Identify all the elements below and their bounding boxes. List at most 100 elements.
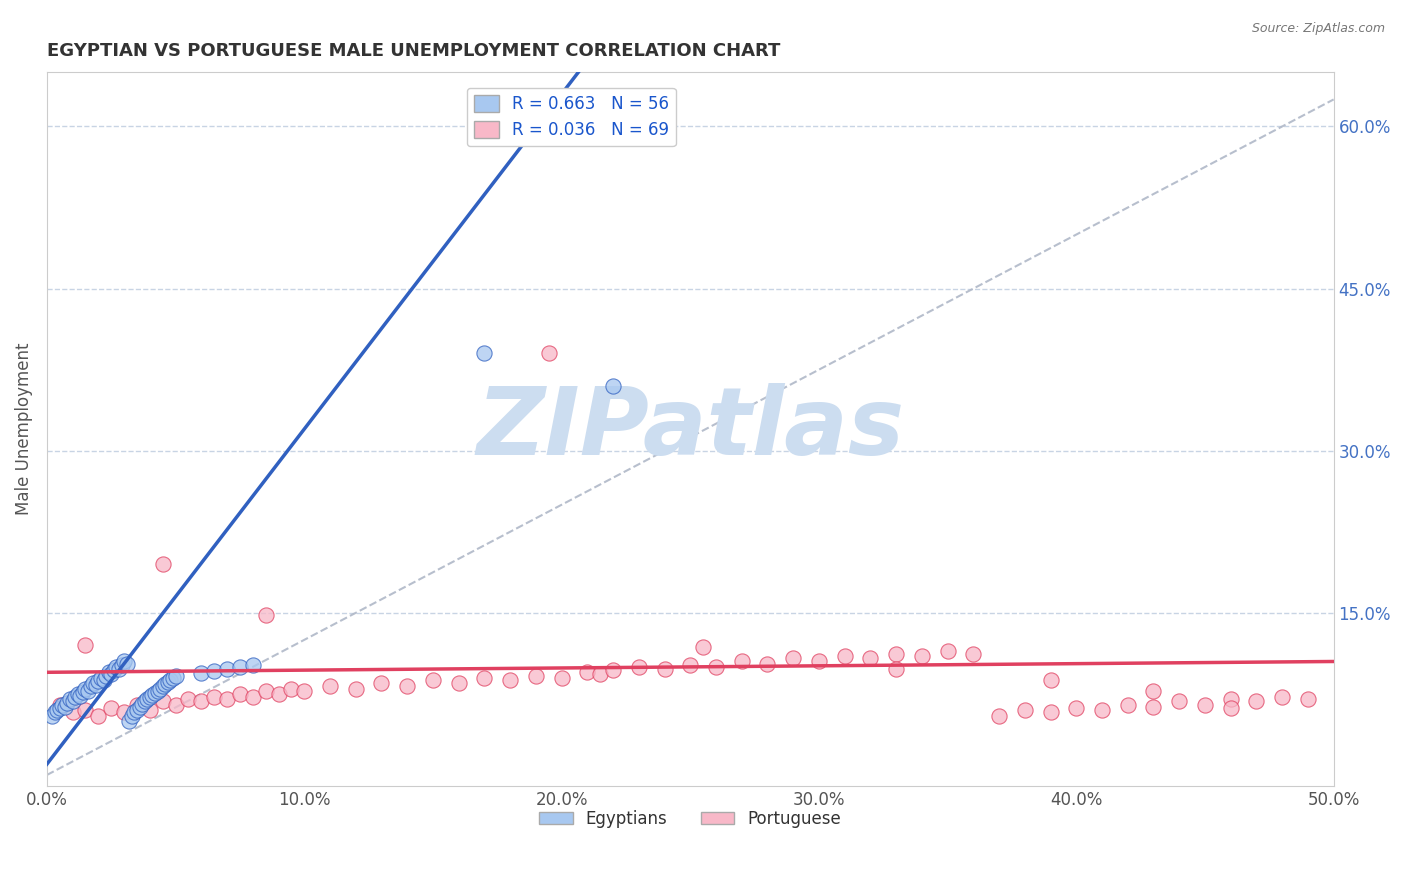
Point (110, 657, 132, 672)
Point (589, 667, 612, 681)
Point (602, 379, 624, 393)
Point (159, 673, 181, 687)
Point (100, 701, 122, 715)
Point (229, 687, 252, 701)
Point (884, 647, 907, 661)
Point (56, 696, 79, 710)
Point (87, 673, 110, 688)
Point (152, 558, 174, 572)
Point (988, 708, 1011, 723)
Point (576, 665, 599, 680)
Point (177, 692, 200, 706)
Point (125, 703, 148, 717)
Point (1219, 692, 1241, 706)
Point (202, 664, 225, 678)
Point (280, 681, 302, 696)
Point (254, 607, 277, 622)
Point (162, 671, 184, 685)
Point (679, 657, 702, 672)
Point (62, 694, 84, 708)
Point (602, 663, 624, 677)
Point (63, 690, 86, 705)
Point (100, 667, 122, 681)
Point (242, 657, 264, 672)
Point (94, 668, 117, 682)
Point (782, 651, 804, 665)
Point (1296, 692, 1319, 706)
Point (190, 694, 212, 708)
Point (1246, 694, 1268, 708)
Point (90, 671, 112, 685)
Point (152, 679, 174, 693)
Point (46, 703, 69, 717)
Point (75, 703, 97, 717)
Point (215, 662, 238, 676)
Point (654, 662, 676, 676)
Point (229, 660, 252, 674)
Point (108, 662, 131, 676)
Point (911, 649, 934, 664)
Point (66, 687, 89, 701)
Point (884, 662, 907, 676)
Point (41, 708, 63, 723)
Point (62, 706, 84, 720)
Point (59, 692, 82, 706)
Point (75, 681, 97, 696)
Point (75, 638, 97, 652)
Point (139, 690, 162, 705)
Point (447, 676, 470, 690)
Point (77, 683, 100, 698)
Point (344, 681, 367, 696)
Point (550, 671, 572, 685)
Point (807, 655, 830, 669)
Point (692, 640, 714, 655)
Point (1142, 683, 1164, 698)
Point (1064, 701, 1087, 715)
Point (242, 690, 264, 705)
Point (1039, 706, 1062, 720)
Point (1194, 698, 1216, 712)
Point (1142, 699, 1164, 714)
Point (125, 698, 148, 712)
Text: Source: ZipAtlas.com: Source: ZipAtlas.com (1251, 22, 1385, 36)
Point (1271, 690, 1294, 705)
Point (112, 655, 135, 669)
Point (146, 683, 169, 698)
Point (141, 688, 163, 702)
Point (704, 660, 727, 674)
Point (396, 679, 419, 693)
Point (118, 714, 141, 728)
Point (136, 692, 159, 706)
Point (756, 657, 779, 671)
Point (202, 690, 225, 705)
Point (267, 687, 290, 701)
Point (149, 681, 172, 696)
Point (422, 673, 444, 687)
Point (1014, 703, 1036, 717)
Legend: Egyptians, Portuguese: Egyptians, Portuguese (533, 803, 848, 835)
Point (97, 665, 120, 680)
Point (51, 698, 73, 712)
Point (84, 678, 107, 692)
Point (936, 643, 959, 657)
Point (1091, 703, 1114, 717)
Point (131, 697, 153, 711)
Point (731, 655, 754, 669)
Point (627, 660, 650, 674)
Point (1168, 694, 1191, 708)
Point (115, 657, 138, 671)
Point (134, 694, 156, 708)
Point (44, 706, 66, 720)
Point (524, 668, 547, 682)
Point (128, 699, 150, 714)
Point (165, 698, 187, 712)
Point (1039, 673, 1062, 687)
Point (215, 692, 238, 706)
Point (165, 668, 187, 682)
Point (254, 683, 277, 698)
Point (124, 706, 146, 720)
Point (319, 679, 342, 693)
Point (537, 346, 560, 360)
Point (139, 703, 162, 717)
Point (859, 651, 882, 665)
